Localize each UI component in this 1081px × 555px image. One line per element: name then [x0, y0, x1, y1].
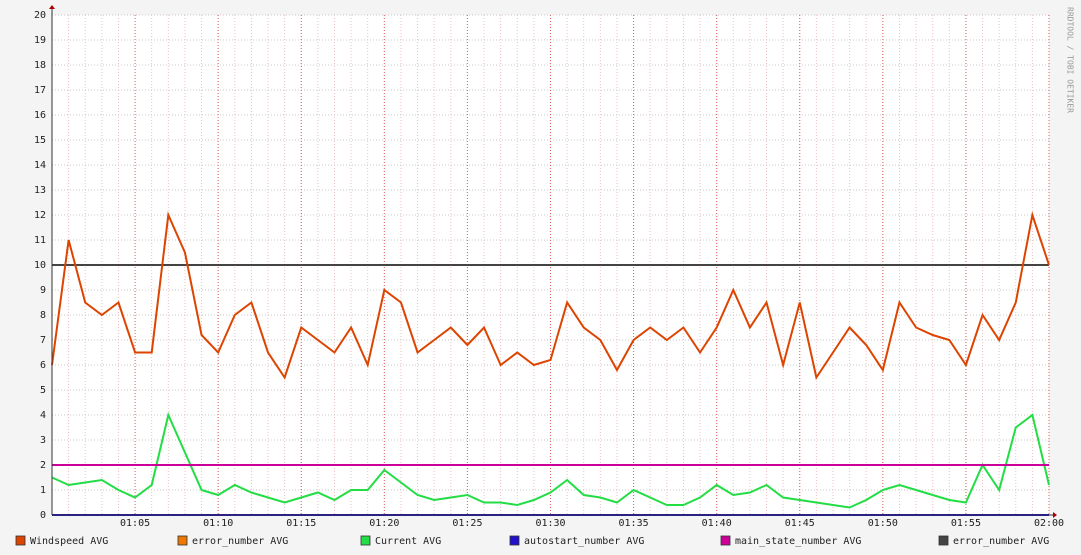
x-tick-label: 01:20 — [369, 518, 399, 529]
y-tick-label: 15 — [34, 135, 46, 146]
legend-swatch — [509, 535, 520, 546]
y-tick-label: 19 — [34, 35, 46, 46]
legend-label: main_state_number AVG — [735, 536, 861, 547]
y-tick-label: 6 — [40, 360, 46, 371]
y-tick-label: 9 — [40, 285, 46, 296]
y-tick-label: 5 — [40, 385, 46, 396]
x-tick-label: 01:10 — [203, 518, 233, 529]
x-tick-label: 01:30 — [535, 518, 565, 529]
x-tick-label: 01:50 — [868, 518, 898, 529]
y-tick-label: 7 — [40, 335, 46, 346]
y-tick-label: 11 — [34, 235, 46, 246]
legend-swatch — [360, 535, 371, 546]
y-tick-label: 16 — [34, 110, 46, 121]
legend-label: autostart_number AVG — [524, 536, 644, 547]
x-tick-label: 01:35 — [619, 518, 649, 529]
x-tick-label: 01:25 — [452, 518, 482, 529]
y-tick-label: 0 — [40, 510, 46, 521]
y-tick-label: 10 — [34, 260, 46, 271]
legend-label: error_number AVG — [192, 536, 288, 547]
y-tick-label: 12 — [34, 210, 46, 221]
legend-swatch — [15, 535, 26, 546]
axis-arrow — [1053, 512, 1057, 518]
x-tick-label: 01:05 — [120, 518, 150, 529]
y-tick-label: 20 — [34, 10, 46, 21]
y-tick-label: 4 — [40, 410, 46, 421]
x-tick-label: 01:40 — [702, 518, 732, 529]
legend-swatch — [177, 535, 188, 546]
series-line — [51, 211, 1050, 381]
x-tick-label: 01:15 — [286, 518, 316, 529]
legend-swatch — [938, 535, 949, 546]
y-tick-label: 2 — [40, 460, 46, 471]
series-line — [51, 411, 1050, 509]
watermark: RRDTOOL / TOBI OETIKER — [1066, 7, 1075, 113]
x-tick-label: 01:55 — [951, 518, 981, 529]
y-tick-label: 8 — [40, 310, 46, 321]
legend-swatch — [720, 535, 731, 546]
y-tick-label: 14 — [34, 160, 46, 171]
y-tick-label: 1 — [40, 485, 46, 496]
y-tick-label: 17 — [34, 85, 46, 96]
legend-label: Windspeed AVG — [30, 536, 108, 547]
y-tick-label: 13 — [34, 185, 46, 196]
axis-arrow — [49, 5, 55, 9]
x-tick-label: 01:45 — [785, 518, 815, 529]
y-tick-label: 18 — [34, 60, 46, 71]
legend-label: error_number AVG — [953, 536, 1049, 547]
x-tick-label: 02:00 — [1034, 518, 1064, 529]
y-tick-label: 3 — [40, 435, 46, 446]
legend-label: Current AVG — [375, 536, 441, 547]
